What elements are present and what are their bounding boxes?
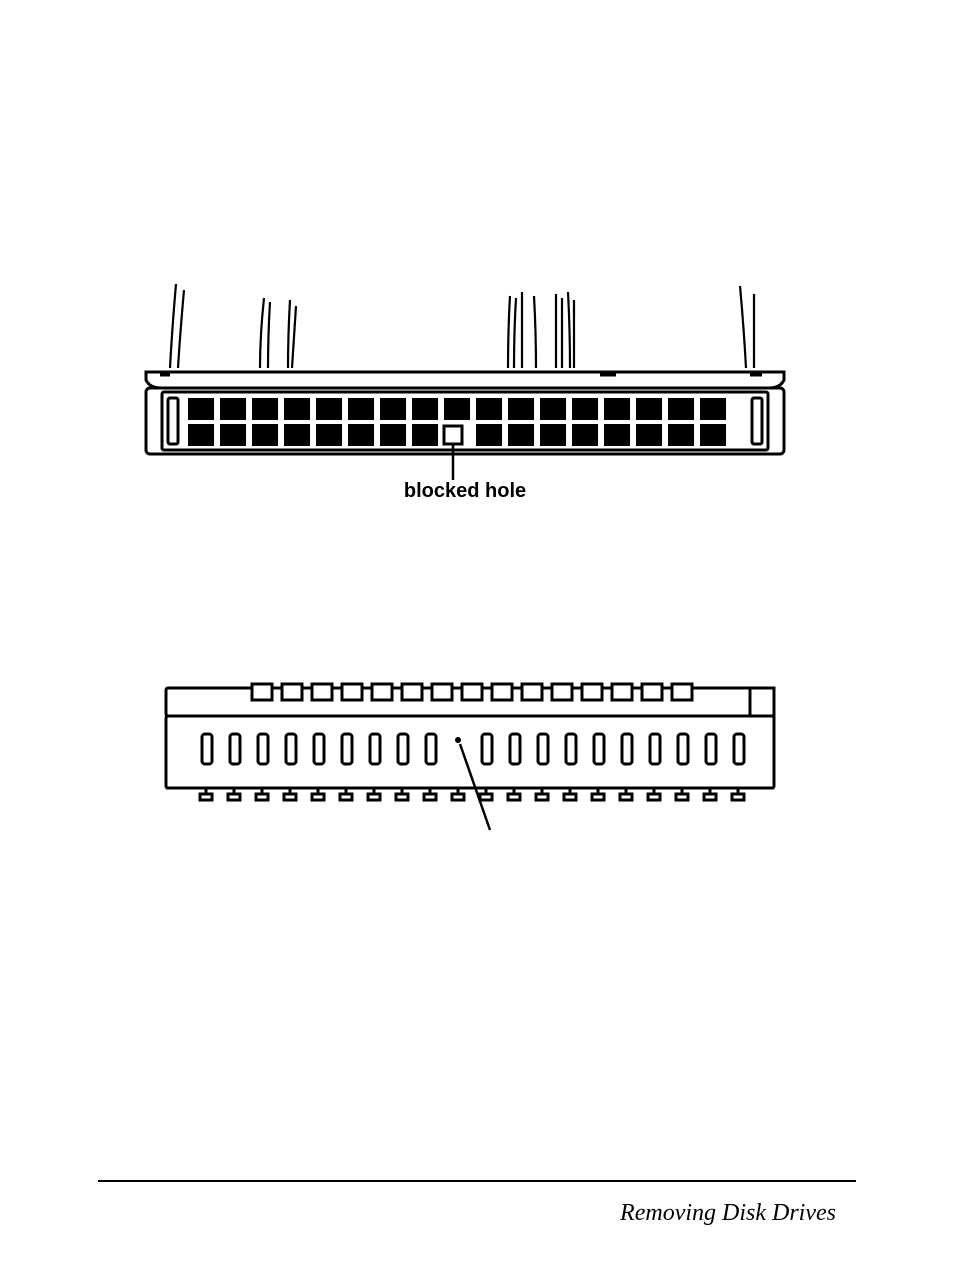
blocked-hole-label: blocked hole	[340, 480, 590, 503]
footer-section-title: Removing Disk Drives	[620, 1200, 836, 1227]
footer-rule	[98, 1180, 856, 1182]
header-figure-bottom	[160, 680, 780, 840]
connector-figure-top: blocked hole	[140, 280, 790, 530]
